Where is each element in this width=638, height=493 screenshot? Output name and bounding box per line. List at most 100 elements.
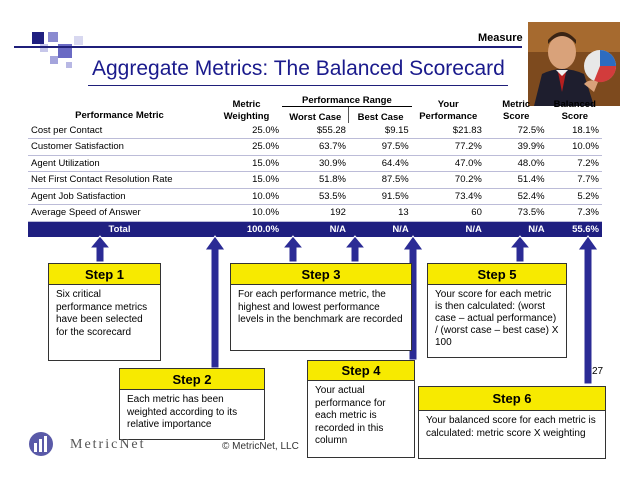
section-label: Measure xyxy=(478,32,523,44)
step3-title: Step 3 xyxy=(231,264,411,285)
step6-box: Step 6 Your balanced score for each metr… xyxy=(418,386,606,459)
metric-score: 52.4% xyxy=(484,188,548,205)
metric-score: 72.5% xyxy=(484,122,548,139)
header-your-performance: Your Performance xyxy=(419,98,478,122)
balanced-score: 7.7% xyxy=(547,171,602,189)
best-case: $9.15 xyxy=(348,122,412,139)
header-performance-range: Performance Range xyxy=(282,94,412,107)
balanced-score: 18.1% xyxy=(547,122,602,139)
best-case: 91.5% xyxy=(348,188,412,205)
step1-arrow-icon xyxy=(88,235,112,263)
total-row: Total 100.0% N/A N/A N/A N/A 55.6% xyxy=(28,221,602,237)
step3-box: Step 3 For each performance metric, the … xyxy=(230,263,412,351)
step1-description: Six critical performance metrics have be… xyxy=(56,289,148,338)
metric-score: 48.0% xyxy=(484,155,548,172)
metric-name: Agent Job Satisfaction xyxy=(28,188,211,205)
step5-title: Step 5 xyxy=(428,264,566,285)
your-performance: 73.4% xyxy=(411,188,485,205)
total-your-performance: N/A xyxy=(411,221,485,237)
table-header-row: Performance Metric Metric Weighting Perf… xyxy=(28,94,602,122)
step6-description: Your balanced score for each metric is c… xyxy=(426,415,596,439)
worst-case: 30.9% xyxy=(282,155,349,172)
table-row: Cost per Contact 25.0% $55.28 $9.15 $21.… xyxy=(28,122,602,139)
worst-case: 63.7% xyxy=(282,138,349,156)
step2-arrow-icon xyxy=(204,235,226,369)
header-balanced-score: Balanced Score xyxy=(553,98,596,122)
page-title: Aggregate Metrics: The Balanced Scorecar… xyxy=(92,57,505,80)
your-performance: $21.83 xyxy=(411,122,485,139)
worst-case: $55.28 xyxy=(282,122,349,139)
worst-case: 53.5% xyxy=(282,188,349,205)
step3-arrow-right-icon xyxy=(343,235,367,263)
metric-score: 73.5% xyxy=(484,204,548,222)
worst-case: 51.8% xyxy=(282,171,349,189)
metric-name: Customer Satisfaction xyxy=(28,138,211,156)
step4-title: Step 4 xyxy=(308,361,414,381)
step1-box: Step 1 Six critical performance metrics … xyxy=(48,263,161,361)
total-balanced-score: 55.6% xyxy=(547,221,602,237)
metric-weighting: 25.0% xyxy=(210,122,283,139)
step2-box: Step 2 Each metric has been weighted acc… xyxy=(119,368,265,440)
page-number: 27 xyxy=(592,366,604,377)
balanced-score: 7.2% xyxy=(547,155,602,172)
your-performance: 47.0% xyxy=(411,155,485,172)
balanced-score: 7.3% xyxy=(547,204,602,222)
metricnet-logo-icon xyxy=(28,431,64,457)
header-metric-weighting: Metric Weighting xyxy=(223,98,270,122)
total-best-case: N/A xyxy=(348,221,412,237)
logo-text: MetricNet xyxy=(70,437,146,452)
table-row: Agent Job Satisfaction 10.0% 53.5% 91.5%… xyxy=(28,188,602,205)
step6-title: Step 6 xyxy=(419,387,605,411)
step5-arrow-icon xyxy=(508,235,532,263)
copyright-text: © MetricNet, LLC xyxy=(222,441,299,452)
your-performance: 70.2% xyxy=(411,171,485,189)
metric-name: Cost per Contact xyxy=(28,122,211,139)
title-underline xyxy=(88,85,508,86)
best-case: 13 xyxy=(348,204,412,222)
step3-arrow-left-icon xyxy=(281,235,305,263)
table-row: Customer Satisfaction 25.0% 63.7% 97.5% … xyxy=(28,138,602,156)
total-weighting: 100.0% xyxy=(210,221,283,237)
metric-name: Agent Utilization xyxy=(28,155,211,172)
header-divider xyxy=(14,46,522,48)
step5-description: Your score for each metric is then calcu… xyxy=(435,289,559,348)
best-case: 87.5% xyxy=(348,171,412,189)
metric-weighting: 10.0% xyxy=(210,188,283,205)
header-performance-metric: Performance Metric xyxy=(75,109,164,121)
total-worst-case: N/A xyxy=(282,221,349,237)
step2-description: Each metric has been weighted according … xyxy=(127,394,238,430)
header-worst-case: Worst Case xyxy=(289,111,342,123)
step4-description: Your actual performance for each metric … xyxy=(315,385,386,446)
step6-arrow-icon xyxy=(577,235,599,385)
your-performance: 60 xyxy=(411,204,485,222)
header-best-case: Best Case xyxy=(348,106,412,123)
total-metric-score: N/A xyxy=(484,221,548,237)
step3-description: For each performance metric, the highest… xyxy=(238,289,403,325)
best-case: 97.5% xyxy=(348,138,412,156)
header-metric-score: Metric Score xyxy=(502,98,531,122)
balanced-score: 5.2% xyxy=(547,188,602,205)
step2-title: Step 2 xyxy=(120,369,264,390)
metric-weighting: 15.0% xyxy=(210,155,283,172)
metric-name: Average Speed of Answer xyxy=(28,204,211,222)
table-row: Net First Contact Resolution Rate 15.0% … xyxy=(28,171,602,189)
businessman-photo xyxy=(528,22,620,106)
metric-weighting: 15.0% xyxy=(210,171,283,189)
step1-title: Step 1 xyxy=(49,264,160,285)
best-case: 64.4% xyxy=(348,155,412,172)
step5-box: Step 5 Your score for each metric is the… xyxy=(427,263,567,358)
metric-score: 39.9% xyxy=(484,138,548,156)
metric-weighting: 25.0% xyxy=(210,138,283,156)
total-label: Total xyxy=(28,221,211,237)
metric-score: 51.4% xyxy=(484,171,548,189)
metric-name: Net First Contact Resolution Rate xyxy=(28,171,211,189)
table-row: Agent Utilization 15.0% 30.9% 64.4% 47.0… xyxy=(28,155,602,172)
metric-weighting: 10.0% xyxy=(210,204,283,222)
table-row: Average Speed of Answer 10.0% 192 13 60 … xyxy=(28,204,602,222)
your-performance: 77.2% xyxy=(411,138,485,156)
balanced-scorecard-table: Performance Metric Metric Weighting Perf… xyxy=(28,94,602,237)
balanced-score: 10.0% xyxy=(547,138,602,156)
step4-box: Step 4 Your actual performance for each … xyxy=(307,360,415,458)
worst-case: 192 xyxy=(282,204,349,222)
